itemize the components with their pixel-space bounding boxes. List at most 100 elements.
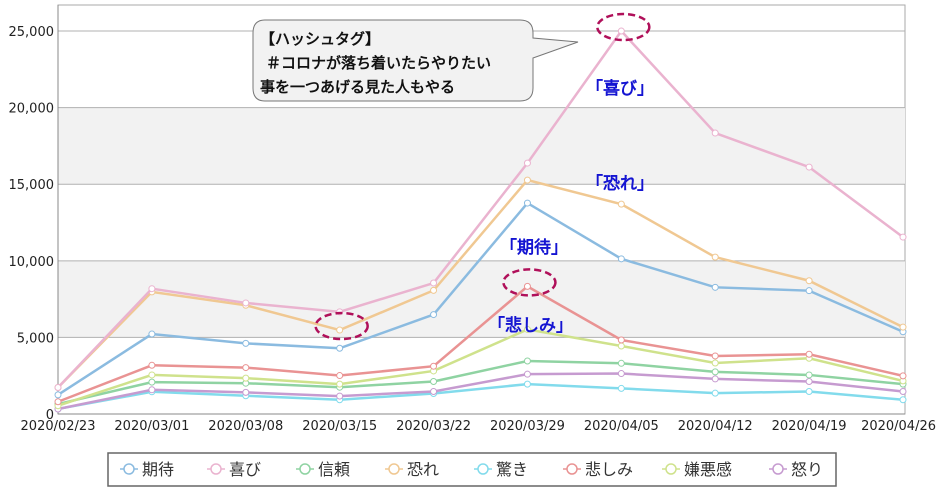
data-point [617,384,625,392]
y-tick-label: 5,000 [17,331,54,346]
data-point [711,129,719,137]
data-point [242,374,250,382]
data-point [711,368,719,376]
legend-item-怒り: 怒り [769,460,823,479]
data-point [242,299,250,307]
series-悲しみ [54,282,907,406]
legend-marker [772,463,784,475]
data-point [148,386,156,394]
data-point [711,359,719,367]
data-point [523,357,531,365]
legend-marker [123,463,135,475]
series-line [57,382,904,411]
data-point [899,387,907,395]
data-point [617,359,625,367]
data-point [336,380,344,388]
data-point [805,287,813,295]
data-point [523,370,531,378]
data-point [523,176,531,184]
series-期待 [54,199,907,399]
y-tick-label: 20,000 [9,102,55,117]
data-point [805,163,813,171]
data-point [711,352,719,360]
hashtag-callout: 【ハッシュタグ】 ＃コロナが落ち着いたらやりたい 事を一つあげる見た人もやる [252,19,579,102]
x-tick-label: 2020/04/26 [861,419,936,434]
legend-marker [566,463,578,475]
data-point [54,391,62,399]
data-point [899,372,907,380]
series-line [57,284,904,403]
highlight-ellipse [314,311,369,341]
data-point [336,344,344,352]
y-tick-label: 25,000 [9,25,55,40]
legend-label: 信頼 [318,460,350,479]
data-point [617,342,625,350]
y-tick-label: 10,000 [9,255,55,270]
y-tick-label: 0 [46,408,54,423]
x-tick-label: 2020/03/22 [396,419,471,434]
series-line [57,178,904,389]
callout-bubble [252,19,579,102]
data-point [711,375,719,383]
data-point [523,380,531,388]
x-tick-label: 2020/03/29 [490,419,565,434]
highlight-ellipse [502,268,557,297]
data-point [617,200,625,208]
data-point [523,159,531,167]
data-point [336,372,344,380]
legend-item-驚き: 驚き [474,460,528,479]
legend-box [107,452,837,487]
legend-label: 恐れ [407,460,439,479]
legend-item-悲しみ: 悲しみ [563,460,633,479]
data-point [805,371,813,379]
x-tick-label: 2020/03/01 [114,419,189,434]
legend-marker [388,463,400,475]
data-point [805,350,813,358]
legend-item-信頼: 信頼 [296,460,350,479]
data-point [711,253,719,261]
data-point [242,339,250,347]
data-point [336,326,344,334]
data-point [617,370,625,378]
data-point [805,378,813,386]
data-point [805,387,813,395]
callout-line-2: ＃コロナが落ち着いたらやりたい [266,54,491,72]
legend-label: 喜び [229,460,261,479]
legend-label: 驚き [496,460,528,479]
data-point [430,362,438,370]
data-point [148,378,156,386]
data-point [711,283,719,291]
annotation-label-fear: 「恐れ」 [586,173,654,194]
legend-label: 悲しみ [585,460,633,479]
x-tick-label: 2020/04/05 [584,419,659,434]
data-point [899,323,907,331]
series-line [57,328,904,407]
data-point [148,330,156,338]
data-point [523,199,531,207]
data-point [54,383,62,391]
x-tick-label: 2020/02/23 [21,419,96,434]
data-point [430,387,438,395]
legend-marker [477,463,489,475]
legend: 期待 喜び 信頼 恐れ 驚き 悲しみ 嫌悪感 怒り [120,460,823,479]
series-line [57,372,904,411]
legend-label: 期待 [142,460,174,479]
series-line [57,359,904,406]
data-point [899,233,907,241]
data-point [430,286,438,294]
data-point [430,279,438,287]
data-point [430,311,438,319]
data-point [54,398,62,406]
annotation-label-sadness: 「悲しみ」 [488,315,573,336]
data-point [148,361,156,369]
data-point [523,325,531,333]
annotation-label-joy: 「喜び」 [586,78,654,99]
annotation-label-anticipation: 「期待」 [500,237,568,258]
legend-item-恐れ: 恐れ [385,460,439,479]
grid-band [58,107,905,185]
legend-item-期待: 期待 [120,460,174,479]
legend-marker [665,463,677,475]
x-tick-label: 2020/03/08 [208,419,283,434]
x-tick-label: 2020/04/12 [678,419,753,434]
legend-marker [299,463,311,475]
